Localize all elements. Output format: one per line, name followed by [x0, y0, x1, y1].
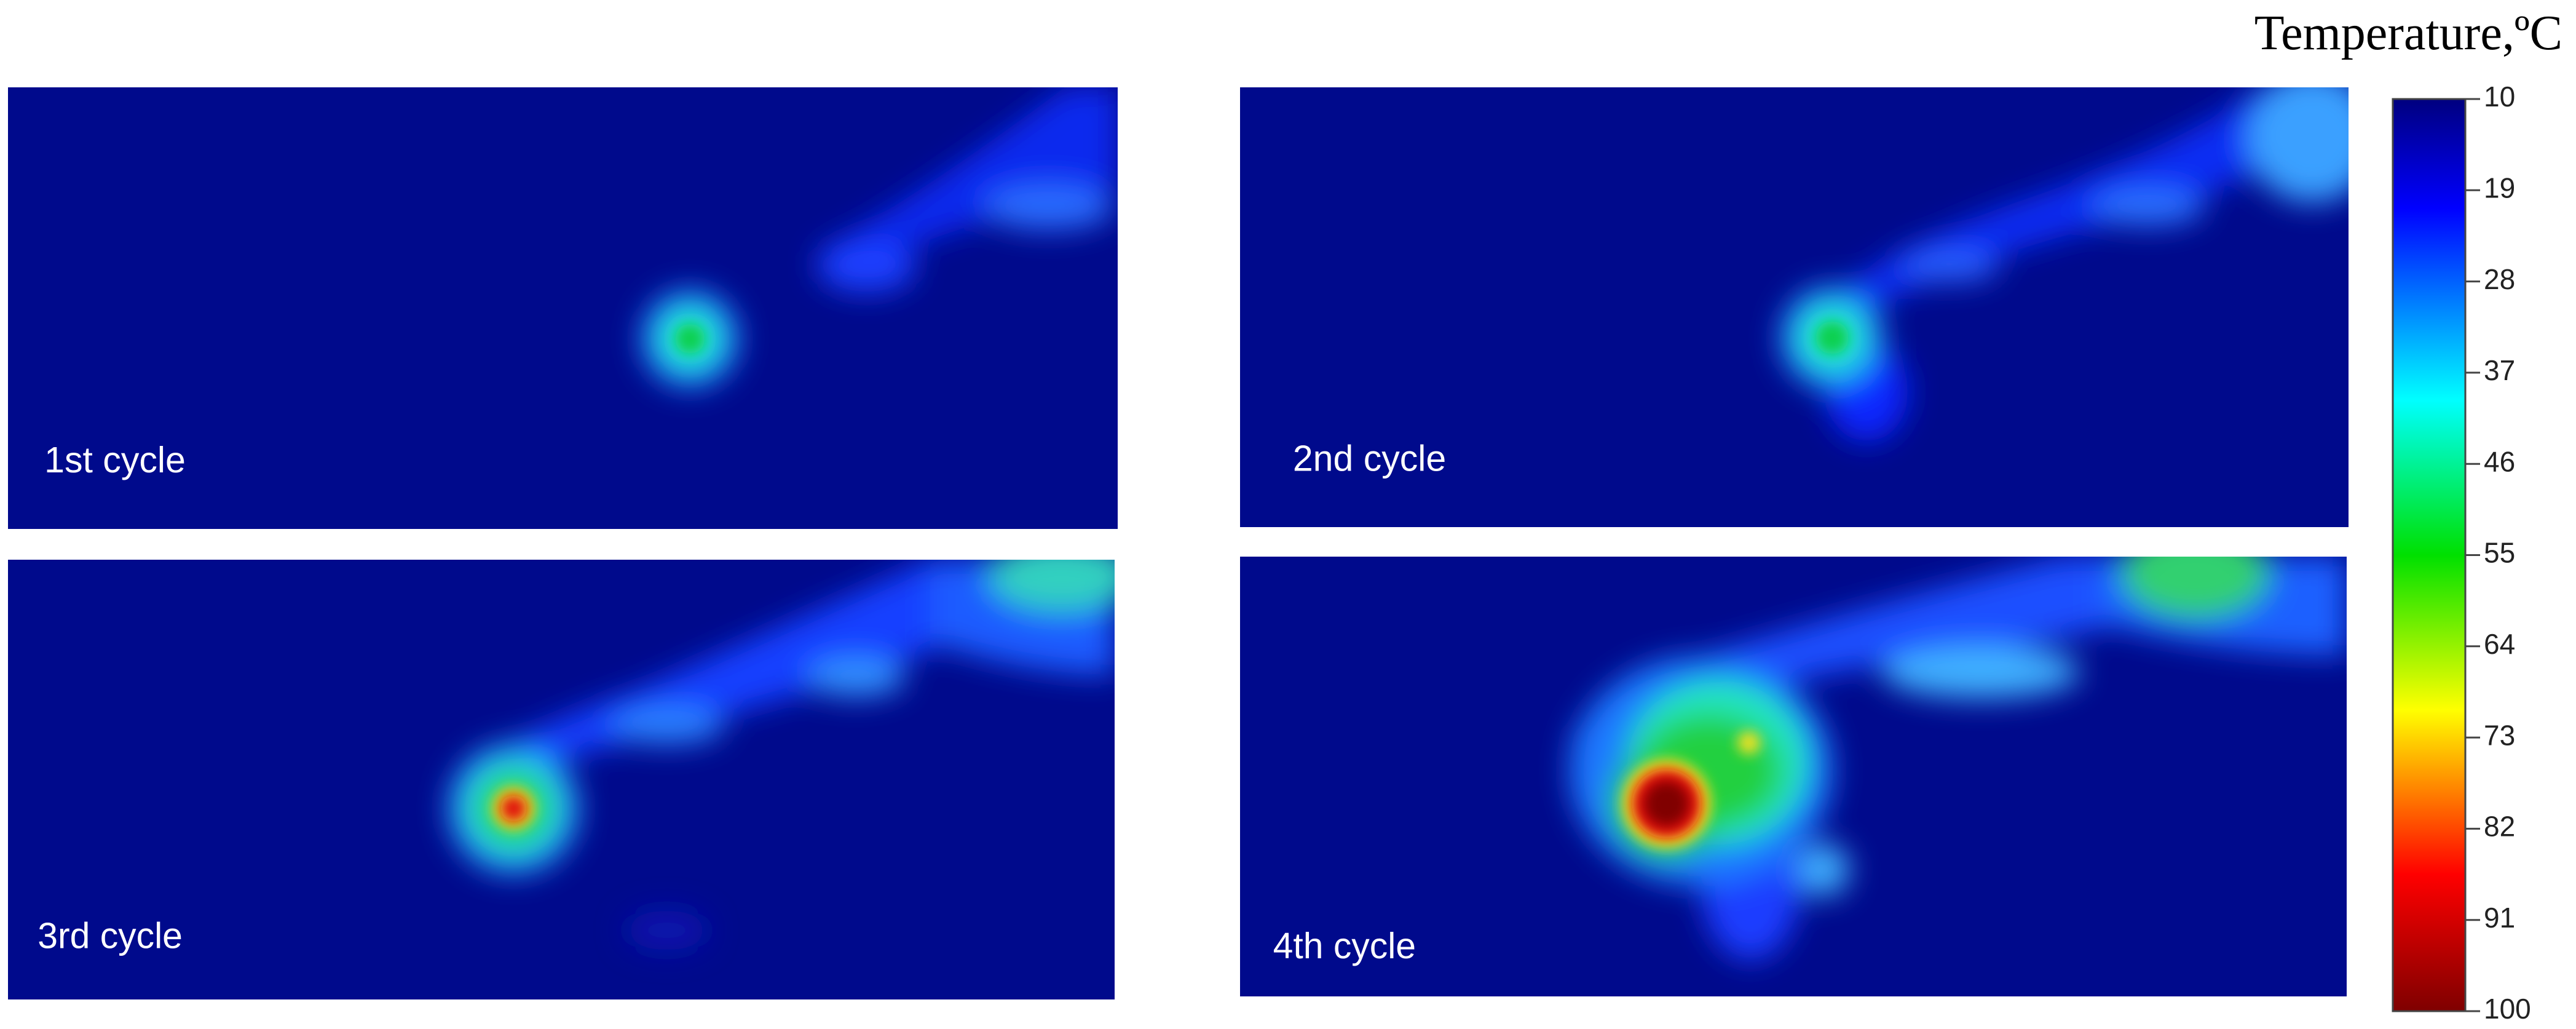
- tick-label: 46: [2484, 445, 2515, 477]
- tick-label: 55: [2484, 537, 2515, 569]
- heatmap-panel: 3rd cycle: [8, 560, 1115, 999]
- tick-label: 100: [2484, 993, 2531, 1025]
- panel-label: 4th cycle: [1273, 926, 1416, 966]
- tick-label: 19: [2484, 172, 2515, 204]
- tick-label: 64: [2484, 628, 2515, 660]
- tick-label: 10: [2484, 81, 2515, 113]
- tick-label: 28: [2484, 263, 2515, 295]
- panel-label: 2nd cycle: [1293, 439, 1446, 479]
- tick-label: 73: [2484, 719, 2515, 751]
- heatmap-panel: 1st cycle: [8, 87, 1118, 529]
- tick-label: 82: [2484, 811, 2515, 843]
- tick-label: 37: [2484, 354, 2515, 386]
- colorbar: [2392, 98, 2467, 1012]
- heatmap-panel: 4th cycle: [1240, 557, 2347, 996]
- colorbar-title: Temperature,ºC: [2254, 6, 2562, 60]
- colorbar-ticks: 10 19 28 37 46 55 64 73 82 91 100: [2465, 81, 2531, 1025]
- panel-label: 1st cycle: [44, 439, 186, 480]
- tick-label: 91: [2484, 902, 2515, 934]
- panel-label: 3rd cycle: [38, 916, 183, 956]
- heatmap-panel: 2nd cycle: [1240, 87, 2349, 527]
